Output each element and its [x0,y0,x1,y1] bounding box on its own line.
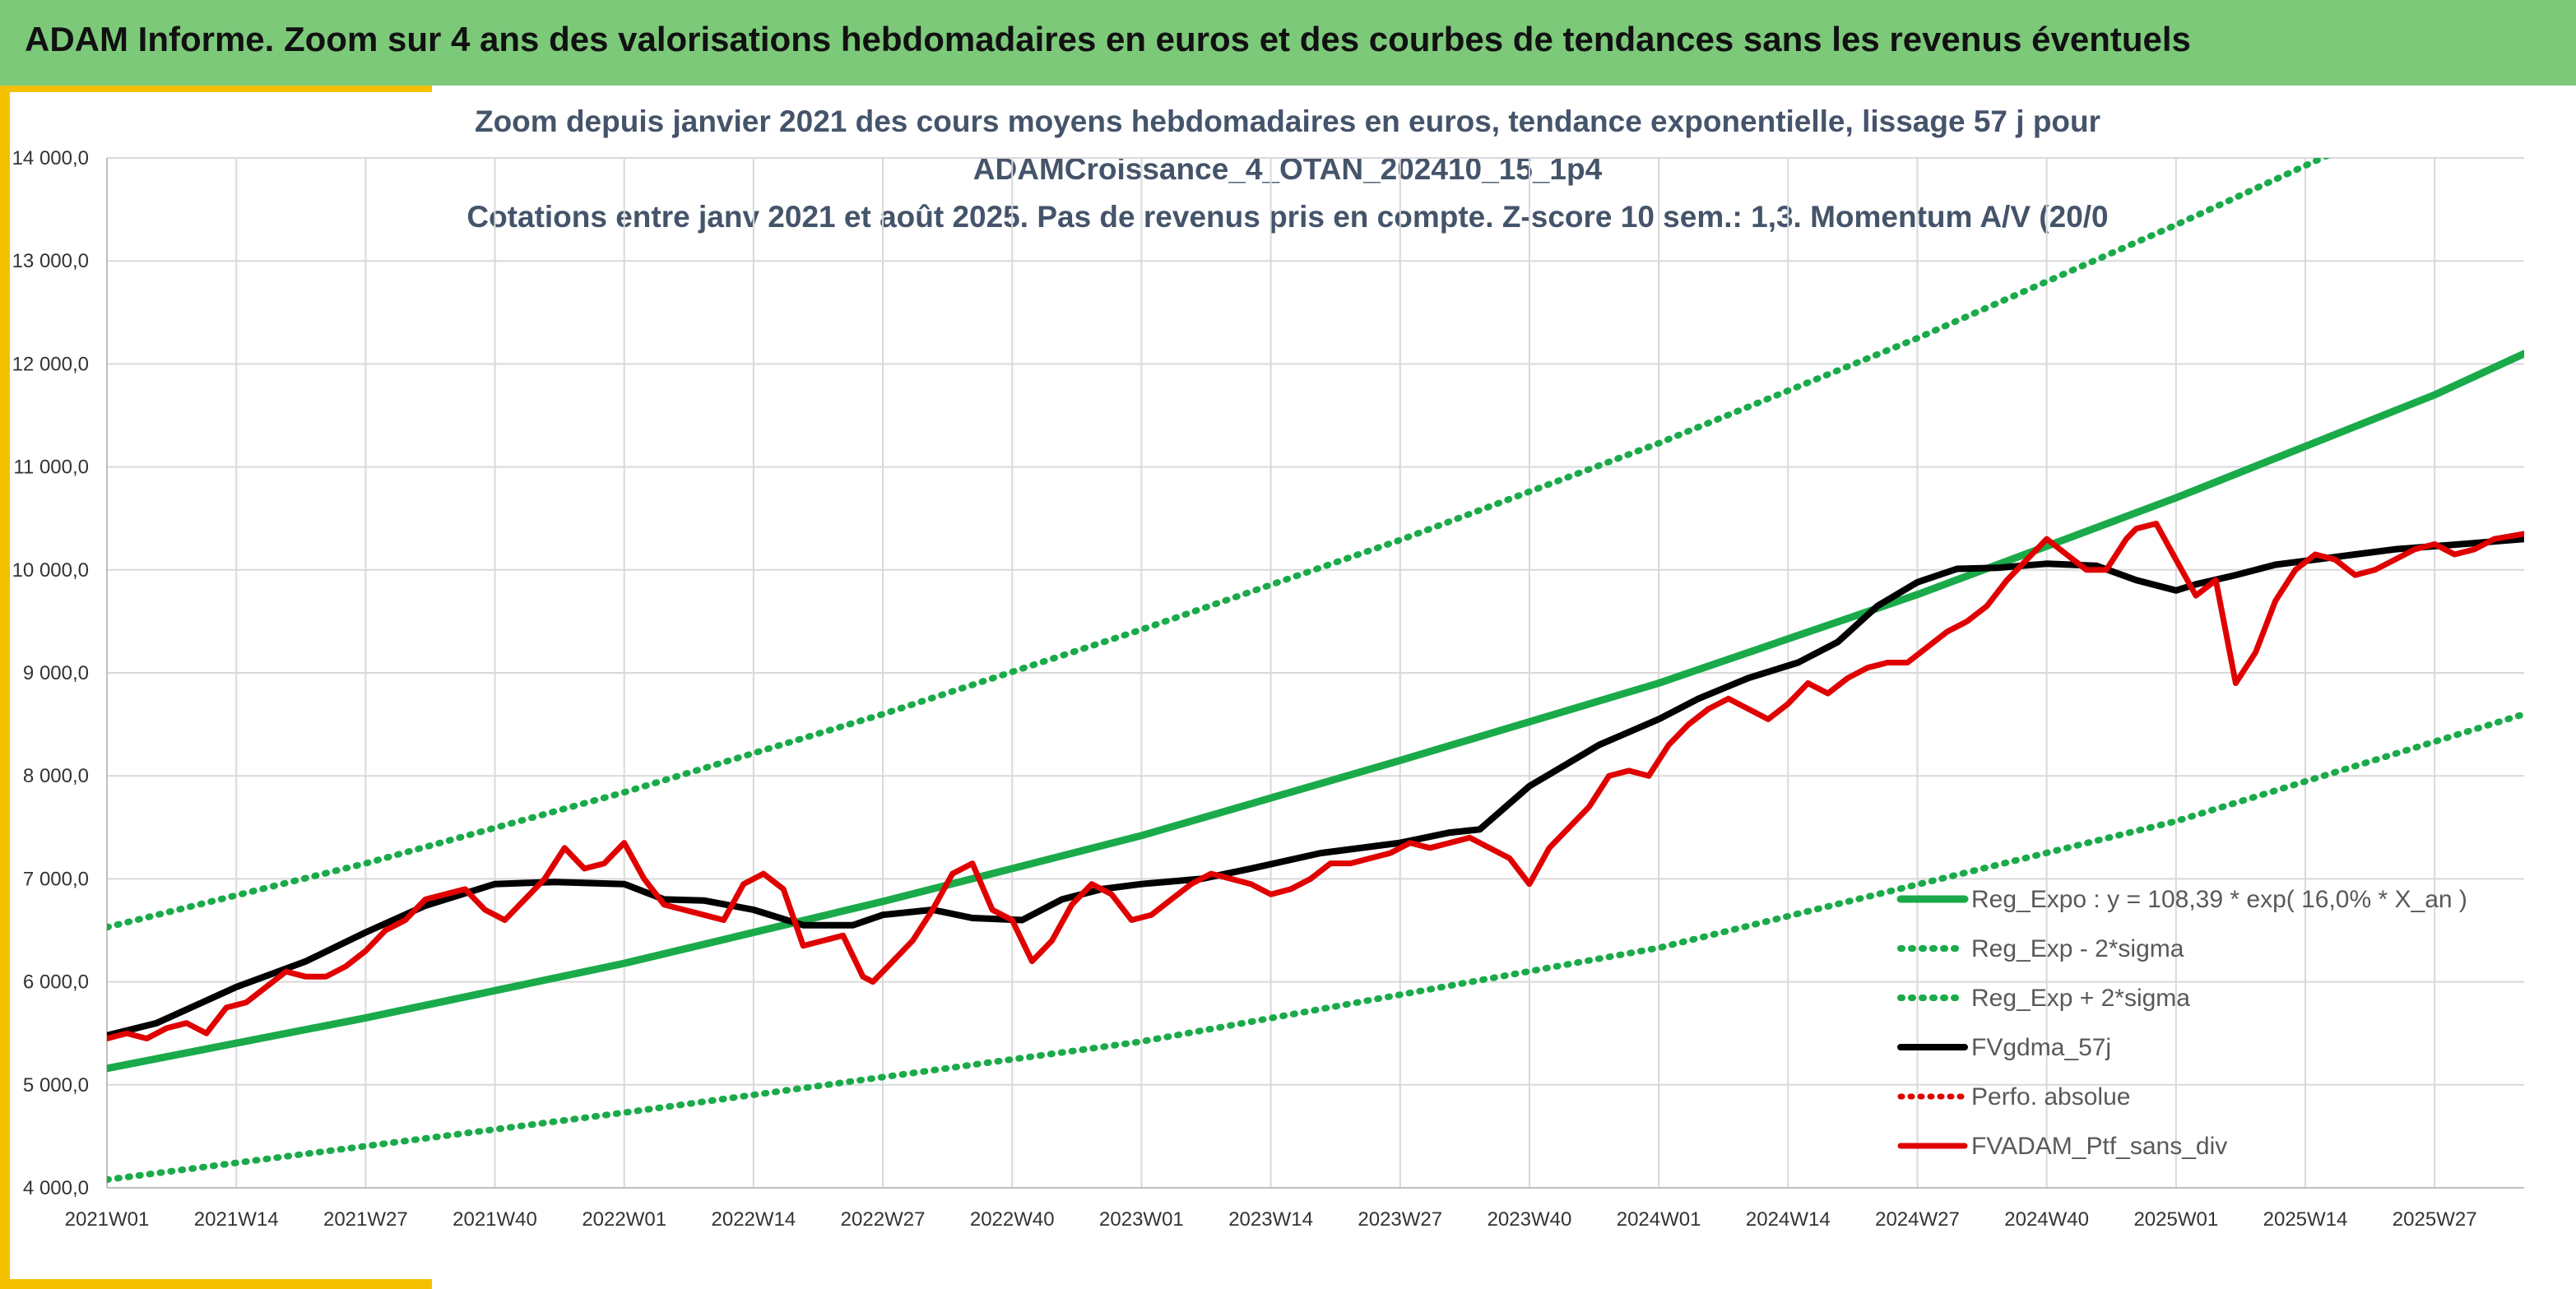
accent-bar-left [0,92,10,1285]
series-fvadam-ptf [107,521,2524,1041]
y-tick-label: 4 000,0 [23,1177,89,1199]
chart-title-line-3: Cotations entre janv 2021 et août 2025. … [466,200,2108,234]
series-reg-expo [107,350,2524,1073]
legend-label: Perfo. absolue [1971,1083,2130,1110]
page-title: ADAM Informe. Zoom sur 4 ans des valoris… [25,20,2191,58]
y-tick-label: 6 000,0 [23,971,89,994]
y-tick-label: 13 000,0 [12,250,89,272]
x-tick-label: 2024W01 [1617,1208,1701,1231]
legend-label: Reg_Exp + 2*sigma [1971,985,2190,1012]
x-tick-label: 2023W27 [1358,1208,1442,1231]
y-tick-label: 12 000,0 [12,353,89,375]
legend-label: Reg_Expo : y = 108,39 * exp( 16,0% * X_a… [1971,886,2467,913]
x-tick-label: 2021W27 [323,1208,408,1231]
x-tick-label: 2025W14 [2263,1208,2348,1231]
accent-bar-top [0,86,432,92]
x-tick-label: 2022W01 [582,1208,666,1231]
x-tick-label: 2023W01 [1099,1208,1184,1231]
y-tick-label: 9 000,0 [23,662,89,684]
chart-legend: Reg_Expo : y = 108,39 * exp( 16,0% * X_a… [1896,886,2467,1160]
y-tick-label: 14 000,0 [12,147,89,169]
chart-title-line-1: Zoom depuis janvier 2021 des cours moyen… [475,104,2100,138]
accent-bar-bottom [0,1279,432,1289]
y-tick-label: 10 000,0 [12,559,89,582]
y-tick-label: 5 000,0 [23,1074,89,1097]
series-reg-exp-plus-2sigma [107,158,2331,931]
series-reg-exp-minus-2sigma [107,711,2524,1183]
chart-title: Zoom depuis janvier 2021 des cours moyen… [466,104,2108,234]
x-tick-label: 2022W40 [970,1208,1055,1231]
header-banner: ADAM Informe. Zoom sur 4 ans des valoris… [0,0,2576,86]
x-tick-label: 2024W40 [2004,1208,2089,1231]
y-axis: 4 000,0 5 000,0 6 000,0 7 000,0 8 000,0 9 000… [12,147,89,1199]
x-tick-label: 2021W14 [194,1208,279,1231]
x-tick-label: 2022W27 [841,1208,926,1231]
legend-label: FVADAM_Ptf_sans_div [1971,1133,2227,1160]
x-tick-label: 2021W40 [453,1208,537,1231]
x-tick-label: 2021W01 [65,1208,150,1231]
chart-series [107,158,2524,1183]
x-tick-label: 2024W14 [1746,1208,1831,1231]
x-axis: 2021W01 2021W14 2021W27 2021W40 2022W01 2022W… [65,1208,2477,1231]
x-tick-label: 2025W27 [2393,1208,2477,1231]
x-tick-label: 2023W40 [1488,1208,1572,1231]
legend-label: FVgdma_57j [1971,1034,2111,1061]
y-tick-label: 11 000,0 [13,457,89,479]
chart-grid [106,157,2524,1189]
y-tick-label: 8 000,0 [23,765,89,787]
x-tick-label: 2023W14 [1228,1208,1313,1231]
x-tick-label: 2024W27 [1875,1208,1960,1231]
y-tick-label: 7 000,0 [23,868,89,890]
x-tick-label: 2025W01 [2133,1208,2218,1231]
x-tick-label: 2022W14 [712,1208,796,1231]
legend-label: Reg_Exp - 2*sigma [1971,935,2184,962]
